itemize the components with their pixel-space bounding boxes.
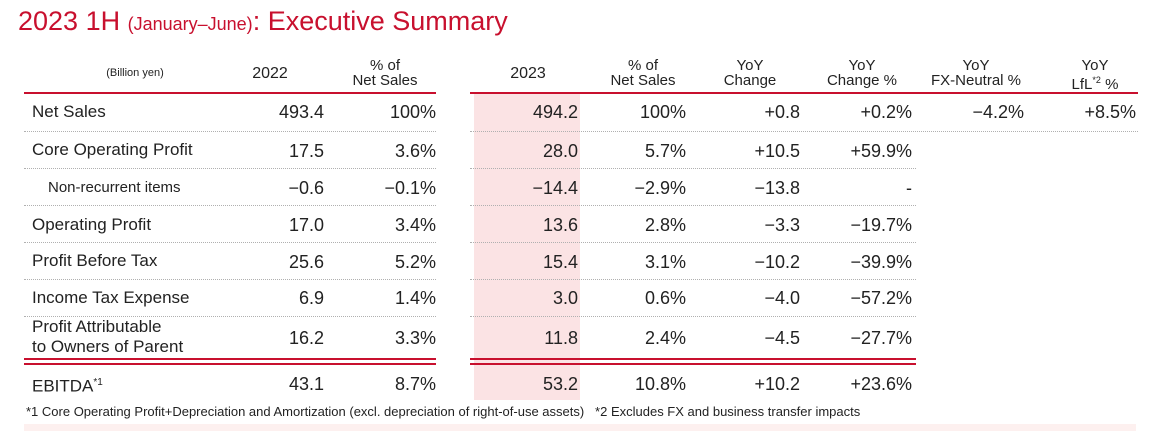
row-label: Non-recurrent items (48, 179, 181, 196)
cell-yoy: −3.3 (764, 215, 800, 235)
cell-2023: −14.4 (532, 178, 578, 198)
cell-2022: −0.6 (288, 178, 324, 198)
cell-pct-2022: −0.1% (384, 178, 436, 198)
cell-2023: 13.6 (542, 215, 578, 235)
header-pct-2022: % of Net Sales (352, 57, 418, 89)
footnotes: *1 Core Operating Profit+Depreciation an… (26, 404, 861, 419)
cell-yoy: −10.2 (754, 252, 800, 272)
cell-yoy: +0.8 (764, 102, 800, 122)
cell-2023: 15.4 (542, 252, 578, 272)
row-separator (24, 205, 436, 206)
cell-pct-2023: −2.9% (634, 178, 686, 198)
cell-2023: 11.8 (544, 328, 578, 348)
row-separator (24, 242, 436, 243)
row-separator (470, 205, 916, 206)
row-label: Net Sales (32, 102, 106, 121)
cell-yoy: +10.5 (754, 141, 800, 161)
cell-pct-2023: 2.8% (644, 215, 686, 235)
cell-pct-2023: 5.7% (644, 141, 686, 161)
cell-2022: 25.6 (288, 252, 324, 272)
row-separator (470, 316, 916, 317)
cell-pct-2022: 100% (389, 102, 436, 122)
total-rule-left (24, 358, 436, 365)
header-2023: 2023 (510, 65, 546, 82)
row-separator (24, 316, 436, 317)
cell-pct-2023: 100% (639, 102, 686, 122)
cell-pct-2023: 10.8% (634, 374, 686, 394)
header-2022: 2022 (252, 65, 288, 82)
row-label: Profit Attributable to Owners of Parent (32, 317, 184, 356)
row-separator (24, 168, 436, 169)
header-yoy-change-pct: YoY Change % (826, 57, 898, 89)
row-label: Profit Before Tax (32, 251, 158, 270)
cell-2023: 53.2 (542, 374, 578, 394)
cell-yoy-pct: −19.7% (850, 215, 912, 235)
row-label: Income Tax Expense (32, 288, 190, 307)
cell-pct-2022: 1.4% (394, 288, 436, 308)
cell-yoy-pct: +23.6% (850, 374, 912, 394)
header-yoy-change: YoY Change (723, 57, 777, 89)
cell-yoy-pct: +0.2% (860, 102, 912, 122)
cell-2022: 6.9 (298, 288, 324, 308)
cell-yoy-pct: −27.7% (850, 328, 912, 348)
cell-pct-2023: 3.1% (644, 252, 686, 272)
total-rule-right (470, 358, 916, 365)
highlight-column-2023 (474, 94, 580, 400)
cell-lfl: +8.5% (1084, 102, 1136, 122)
cell-yoy-pct: −57.2% (850, 288, 912, 308)
cell-yoy-pct: −39.9% (850, 252, 912, 272)
header-rule-left (24, 92, 436, 94)
row-label: Operating Profit (32, 215, 152, 234)
cell-2022: 16.2 (288, 328, 324, 348)
header-pct-2023: % of Net Sales (610, 57, 676, 89)
cell-pct-2022: 8.7% (394, 374, 436, 394)
cell-2023: 28.0 (542, 141, 578, 161)
row-separator (470, 242, 916, 243)
row-separator (24, 131, 436, 132)
header-yoy-lfl: YoY LfL*2 % (1071, 57, 1119, 93)
cell-yoy: −4.0 (764, 288, 800, 308)
row-separator (470, 279, 916, 280)
page-title: 2023 1H (January–June): Executive Summar… (18, 6, 508, 36)
row-label: Core Operating Profit (32, 140, 193, 159)
unit-label: (Billion yen) (106, 67, 164, 79)
cell-fx-neutral: −4.2% (972, 102, 1024, 122)
cell-yoy: −4.5 (764, 328, 800, 348)
cell-yoy-pct: - (906, 178, 912, 198)
header-rule-right (470, 92, 1138, 94)
cell-pct-2023: 0.6% (644, 288, 686, 308)
cell-pct-2022: 3.3% (394, 328, 436, 348)
row-separator (470, 131, 1138, 132)
cell-2022: 17.5 (288, 141, 324, 161)
cell-pct-2022: 5.2% (394, 252, 436, 272)
cell-2023: 3.0 (552, 288, 578, 308)
cell-yoy: −13.8 (754, 178, 800, 198)
cell-pct-2023: 2.4% (644, 328, 686, 348)
cell-2023: 494.2 (532, 102, 578, 122)
row-separator (24, 279, 436, 280)
cell-yoy: +10.2 (754, 374, 800, 394)
row-separator (470, 168, 916, 169)
footer-band (24, 424, 1136, 431)
cell-pct-2022: 3.6% (394, 141, 436, 161)
row-label: EBITDA*1 (32, 376, 103, 396)
cell-2022: 493.4 (278, 102, 324, 122)
cell-2022: 43.1 (288, 374, 324, 394)
cell-yoy-pct: +59.9% (850, 141, 912, 161)
cell-2022: 17.0 (288, 215, 324, 235)
cell-pct-2022: 3.4% (394, 215, 436, 235)
header-yoy-fx-neutral: YoY FX-Neutral % (930, 57, 1022, 89)
